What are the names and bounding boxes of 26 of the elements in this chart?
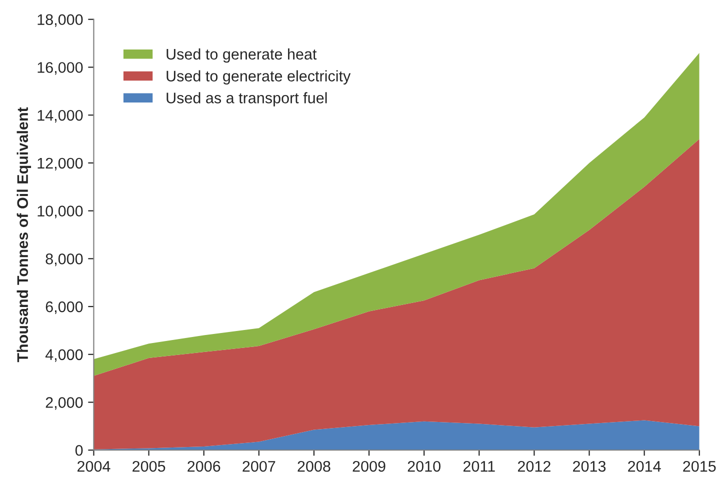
- legend-label: Used to generate heat: [166, 48, 317, 63]
- y-tick-label: 16,000: [38, 62, 83, 75]
- x-tick-label: 2012: [518, 460, 550, 472]
- x-tick-label: 2009: [352, 460, 386, 472]
- x-tick-label: 2014: [628, 460, 661, 472]
- x-tick-label: 2008: [298, 460, 330, 472]
- x-tick-label: 2004: [78, 460, 110, 472]
- y-tick-label: 2,000: [46, 397, 83, 410]
- y-axis-title: Thousand Tonnes of Oil Equivalent: [16, 107, 32, 362]
- legend-label: Used to generate electricity: [166, 70, 351, 85]
- x-tick-label: 2005: [132, 460, 166, 472]
- y-tick-label: 8,000: [46, 254, 83, 266]
- x-tick-label: 2011: [463, 460, 495, 472]
- y-tick-label: 12,000: [38, 158, 83, 170]
- legend-label: Used as a transport fuel: [166, 92, 327, 106]
- x-tick-label: 2015: [683, 460, 716, 472]
- y-tick-label: 14,000: [38, 110, 83, 123]
- y-tick-label: 10,000: [38, 206, 83, 218]
- x-tick-label: 2010: [408, 460, 440, 472]
- x-tick-label: 2007: [242, 460, 276, 472]
- y-tick-label: 6,000: [46, 301, 83, 314]
- y-tick-label: 18,000: [38, 14, 83, 27]
- x-tick-label: 2006: [188, 460, 220, 472]
- x-tick-label: 2013: [573, 460, 606, 472]
- y-tick-label: 0: [75, 444, 83, 456]
- y-tick-label: 4,000: [45, 349, 83, 362]
